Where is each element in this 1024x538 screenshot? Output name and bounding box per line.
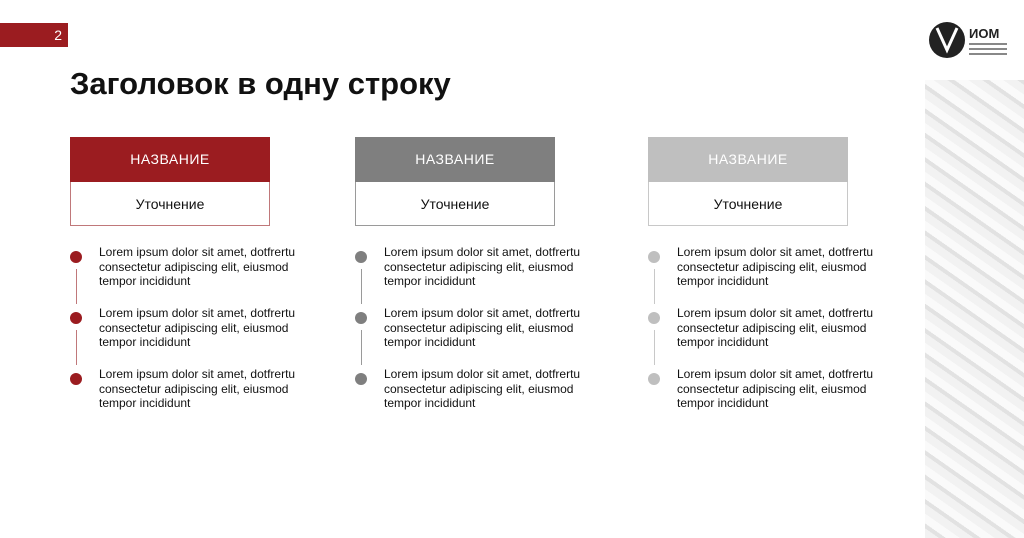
list-item-text: Lorem ipsum dolor sit amet, dotfrertu co… [99,245,296,288]
column-header: НАЗВАНИЕ [70,137,270,182]
connector-line [361,330,362,365]
bullet-dot-icon [70,373,82,385]
logo: ИОМ [928,20,1018,65]
list-item-text: Lorem ipsum dolor sit amet, dotfrertu co… [384,245,581,288]
bullet-dot-icon [648,373,660,385]
bullet-dot-icon [648,251,660,263]
connector-line [654,269,655,304]
list-item-text: Lorem ipsum dolor sit amet, dotfrertu co… [677,245,874,288]
column-subtitle: Уточнение [355,182,555,226]
connector-line [654,330,655,365]
list-item-text: Lorem ipsum dolor sit amet, dotfrertu co… [384,306,581,349]
page-number: 2 [0,23,68,47]
column-subtitle: Уточнение [70,182,270,226]
page-title: Заголовок в одну строку [70,66,451,101]
column-subtitle: Уточнение [648,182,848,226]
connector-line [361,269,362,304]
list-item-text: Lorem ipsum dolor sit amet, dotfrertu co… [677,306,874,349]
list-item-text: Lorem ipsum dolor sit amet, dotfrertu co… [99,306,296,349]
bullet-dot-icon [70,312,82,324]
bullet-dot-icon [355,312,367,324]
column-header: НАЗВАНИЕ [355,137,555,182]
decorative-pattern [925,80,1024,538]
list-item-text: Lorem ipsum dolor sit amet, dotfrertu co… [384,367,581,410]
list-item-text: Lorem ipsum dolor sit amet, dotfrertu co… [677,367,874,410]
svg-text:ИОМ: ИОМ [969,26,999,41]
column-2: НАЗВАНИЕ Уточнение Lorem ipsum dolor sit… [355,137,580,410]
logo-icon: ИОМ [929,22,1007,58]
bullet-dot-icon [70,251,82,263]
bullet-dot-icon [355,251,367,263]
bullet-dot-icon [355,373,367,385]
connector-line [76,269,77,304]
connector-line [76,330,77,365]
bullet-dot-icon [648,312,660,324]
column-header: НАЗВАНИЕ [648,137,848,182]
column-1: НАЗВАНИЕ Уточнение Lorem ipsum dolor sit… [70,137,295,410]
list-item-text: Lorem ipsum dolor sit amet, dotfrertu co… [99,367,296,410]
column-3: НАЗВАНИЕ Уточнение Lorem ipsum dolor sit… [648,137,873,410]
